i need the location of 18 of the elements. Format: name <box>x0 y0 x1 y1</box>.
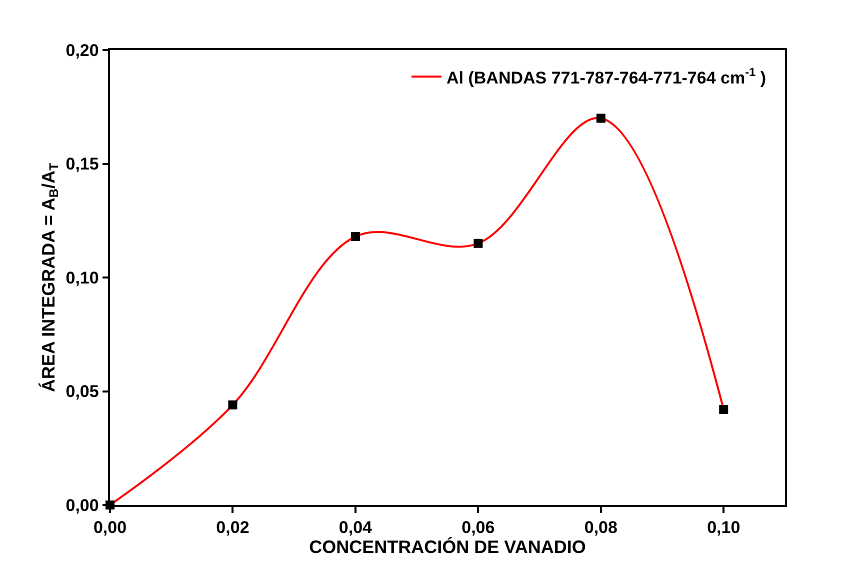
x-tick-label: 0,10 <box>707 518 740 538</box>
y-tick-label: 0,10 <box>66 268 99 288</box>
legend-label: Al (BANDAS 771-787-764-771-764 cm$^{-1}$ ) <box>446 65 766 88</box>
y-tick-label: 0,15 <box>66 154 99 174</box>
y-tick-label: 0,05 <box>66 382 99 402</box>
x-tick-label: 0,08 <box>584 518 618 538</box>
y-tick-label: 0,20 <box>66 40 99 60</box>
x-tick-label: 0,02 <box>216 518 250 538</box>
x-tick-label: 0,00 <box>93 518 127 538</box>
point <box>474 238 483 248</box>
x-tick-label: 0,04 <box>338 518 373 538</box>
x-axis-title: CONCENTRACIÓN DE VANADIO <box>309 537 586 558</box>
y-tick-label: 0,00 <box>66 496 99 515</box>
x-tick-label: 0,06 <box>462 518 495 538</box>
point <box>228 400 238 410</box>
point <box>350 232 360 242</box>
point <box>719 404 728 414</box>
point <box>596 114 606 123</box>
